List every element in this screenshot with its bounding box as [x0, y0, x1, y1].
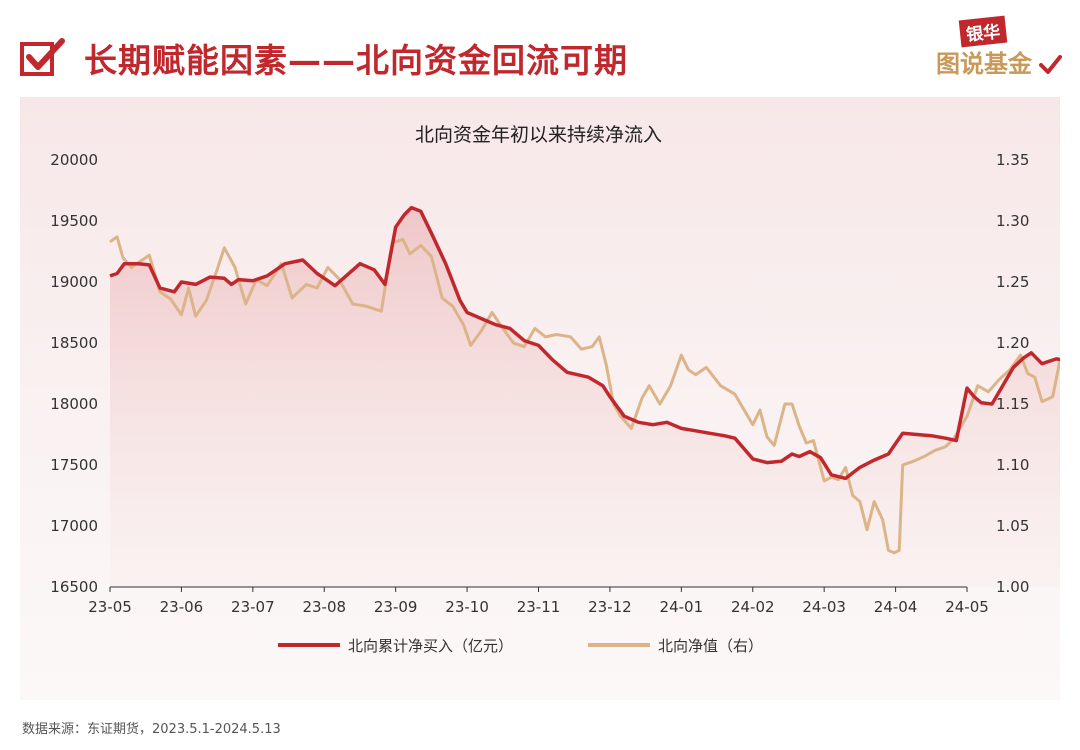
y-right-tick-label: 1.25 [996, 273, 1029, 291]
header: 长期赋能因素——北向资金回流可期 [18, 26, 1068, 86]
x-tick-label: 23-12 [588, 598, 632, 616]
y-left-tick-label: 17000 [50, 517, 98, 535]
y-left-tick-label: 19500 [50, 212, 98, 230]
x-tick-label: 23-05 [88, 598, 132, 616]
y-left-tick-label: 18000 [50, 395, 98, 413]
y-left-tick-label: 19000 [50, 273, 98, 291]
x-tick-label: 23-11 [517, 598, 561, 616]
brand-top-label: 银华 [958, 15, 1008, 48]
source-note: 数据来源：东证期货，2023.5.1-2024.5.13 [22, 722, 281, 737]
x-tick-label: 23-06 [160, 598, 204, 616]
y-right-tick-label: 1.35 [996, 151, 1029, 169]
page-title: 长期赋能因素——北向资金回流可期 [84, 41, 628, 80]
y-right-tick-label: 1.00 [996, 578, 1029, 596]
y-right-tick-label: 1.05 [996, 517, 1029, 535]
chart-title: 北向资金年初以来持续净流入 [415, 124, 662, 146]
series-line-net-buy [109, 205, 1060, 481]
x-tick-label: 24-05 [945, 598, 989, 616]
y-right-tick-label: 1.30 [996, 212, 1029, 230]
x-tick-label: 24-01 [660, 598, 704, 616]
series-line-net-value [109, 235, 1060, 555]
brand-bottom-label: 图说基金 [936, 50, 1032, 78]
x-tick-label: 24-03 [802, 598, 846, 616]
checkbox-check-icon [20, 38, 65, 76]
x-tick-label: 23-08 [302, 598, 346, 616]
y-left-tick-label: 20000 [50, 151, 98, 169]
y-right-tick-label: 1.15 [996, 395, 1029, 413]
chart-panel: 北向资金年初以来持续净流入 23-05 23-06 23-07 23-08 23-09 23… [20, 97, 1060, 700]
y-left-tick-label: 17500 [50, 456, 98, 474]
series-area-net-buy [110, 207, 1060, 587]
x-tick-label: 23-07 [231, 598, 275, 616]
brand-logo: 银华 图说基金 [932, 15, 1062, 82]
brand-check-icon [1039, 55, 1062, 74]
legend-label-net-buy: 北向累计净买入（亿元） [348, 637, 513, 655]
y-left-tick-label: 18500 [50, 334, 98, 352]
y-right-tick-label: 1.10 [996, 456, 1029, 474]
legend-label-net-value: 北向净值（右） [658, 637, 763, 655]
x-tick-label: 23-10 [445, 598, 489, 616]
x-tick-label: 23-09 [374, 598, 418, 616]
x-tick-label: 24-02 [731, 598, 775, 616]
chart: 北向资金年初以来持续净流入 23-05 23-06 23-07 23-08 23-09 23… [50, 124, 1060, 655]
x-tick-label: 24-04 [874, 598, 918, 616]
y-left-tick-label: 16500 [50, 578, 98, 596]
y-right-tick-label: 1.20 [996, 334, 1029, 352]
